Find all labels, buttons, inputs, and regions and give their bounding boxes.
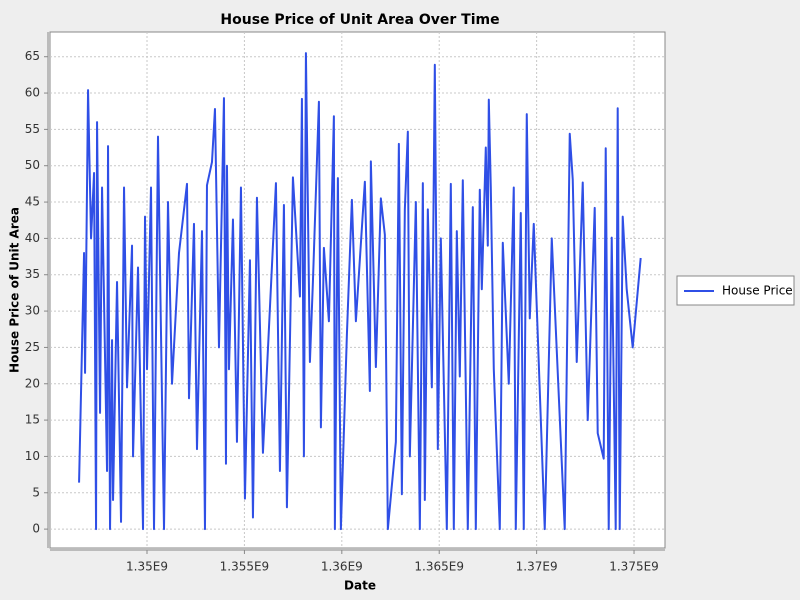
y-axis-label: House Price of Unit Area (8, 207, 22, 373)
y-tick-label: 45 (25, 195, 40, 209)
x-tick-label: 1.375E9 (609, 560, 659, 574)
x-tick-label: 1.37E9 (516, 560, 558, 574)
y-tick-label: 55 (25, 122, 40, 136)
x-axis-label: Date (344, 579, 376, 593)
data-line (78, 52, 642, 531)
y-tick-label: 60 (25, 86, 40, 100)
x-tick-label: 1.36E9 (321, 560, 363, 574)
x-tick-label: 1.355E9 (220, 560, 270, 574)
y-tick-label: 25 (25, 340, 40, 354)
y-tick-label: 20 (25, 376, 40, 390)
y-tick-label: 50 (25, 158, 40, 172)
x-tick-label: 1.365E9 (414, 560, 464, 574)
y-tick-label: 10 (25, 449, 40, 463)
y-tick-label: 30 (25, 304, 40, 318)
legend: House Price (676, 275, 795, 306)
x-tick-label: 1.35E9 (126, 560, 168, 574)
y-tick-label: 65 (25, 49, 40, 63)
y-tick-label: 35 (25, 267, 40, 281)
y-tick-label: 5 (32, 485, 40, 499)
chart-title: House Price of Unit Area Over Time (220, 12, 499, 28)
y-tick-label: 0 (32, 522, 40, 536)
y-tick-label: 15 (25, 413, 40, 427)
legend-label: House Price (722, 284, 793, 298)
y-tick-label: 40 (25, 231, 40, 245)
